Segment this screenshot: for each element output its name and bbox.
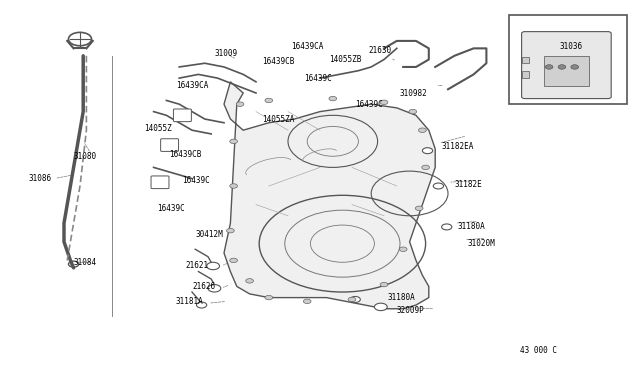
Text: 31182E: 31182E bbox=[454, 180, 482, 189]
Text: 31180A: 31180A bbox=[387, 293, 415, 302]
Text: 31020M: 31020M bbox=[467, 239, 495, 248]
Circle shape bbox=[571, 65, 579, 69]
Circle shape bbox=[422, 165, 429, 170]
Text: 30412M: 30412M bbox=[195, 230, 223, 239]
Bar bbox=[522, 71, 529, 78]
Text: 16439C: 16439C bbox=[182, 176, 210, 185]
Bar bbox=[509, 15, 627, 104]
Text: 31036: 31036 bbox=[560, 42, 583, 51]
Text: 16439CB: 16439CB bbox=[170, 150, 202, 159]
Circle shape bbox=[265, 295, 273, 300]
Text: 21626: 21626 bbox=[192, 282, 215, 291]
FancyBboxPatch shape bbox=[161, 139, 179, 151]
Polygon shape bbox=[224, 82, 435, 309]
Text: 31086: 31086 bbox=[29, 174, 52, 183]
Bar bbox=[522, 57, 529, 63]
Circle shape bbox=[207, 262, 220, 270]
Circle shape bbox=[409, 109, 417, 114]
Text: 32009P: 32009P bbox=[397, 306, 424, 315]
Circle shape bbox=[380, 282, 388, 287]
Text: 310982: 310982 bbox=[400, 89, 428, 97]
Circle shape bbox=[399, 247, 407, 251]
Text: 16439CB: 16439CB bbox=[262, 57, 295, 66]
Text: 16439C: 16439C bbox=[157, 204, 184, 213]
Circle shape bbox=[230, 184, 237, 188]
Circle shape bbox=[374, 303, 387, 311]
Text: 31182EA: 31182EA bbox=[442, 142, 474, 151]
Circle shape bbox=[558, 65, 566, 69]
Text: 31180A: 31180A bbox=[458, 222, 485, 231]
Circle shape bbox=[230, 139, 237, 144]
Text: 31181A: 31181A bbox=[176, 297, 204, 306]
Circle shape bbox=[227, 228, 234, 233]
Text: 43 000 C: 43 000 C bbox=[520, 346, 557, 355]
Circle shape bbox=[415, 206, 423, 211]
Circle shape bbox=[208, 285, 221, 292]
Circle shape bbox=[329, 96, 337, 101]
Text: 31084: 31084 bbox=[74, 258, 97, 267]
Bar bbox=[544, 56, 589, 86]
Circle shape bbox=[303, 299, 311, 304]
Text: 31009: 31009 bbox=[214, 49, 237, 58]
Circle shape bbox=[422, 148, 433, 154]
Circle shape bbox=[236, 102, 244, 106]
Circle shape bbox=[442, 224, 452, 230]
Text: 21630: 21630 bbox=[368, 46, 391, 55]
Text: 31080: 31080 bbox=[74, 152, 97, 161]
Text: 21621: 21621 bbox=[186, 262, 209, 270]
Text: 16439CA: 16439CA bbox=[176, 81, 209, 90]
Text: 16439C: 16439C bbox=[355, 100, 383, 109]
FancyBboxPatch shape bbox=[173, 109, 191, 122]
Text: 14055Z: 14055Z bbox=[144, 124, 172, 133]
Circle shape bbox=[419, 128, 426, 132]
Circle shape bbox=[380, 100, 388, 105]
Circle shape bbox=[196, 302, 207, 308]
Text: 14055ZB: 14055ZB bbox=[330, 55, 362, 64]
Circle shape bbox=[230, 258, 237, 263]
Text: 16439C: 16439C bbox=[304, 74, 332, 83]
Circle shape bbox=[348, 297, 356, 302]
Circle shape bbox=[265, 98, 273, 103]
Text: 16439CA: 16439CA bbox=[291, 42, 324, 51]
Circle shape bbox=[350, 296, 360, 302]
FancyBboxPatch shape bbox=[522, 32, 611, 99]
Circle shape bbox=[433, 183, 444, 189]
Text: 14055ZA: 14055ZA bbox=[262, 115, 295, 124]
Circle shape bbox=[545, 65, 553, 69]
Circle shape bbox=[246, 279, 253, 283]
FancyBboxPatch shape bbox=[151, 176, 169, 189]
